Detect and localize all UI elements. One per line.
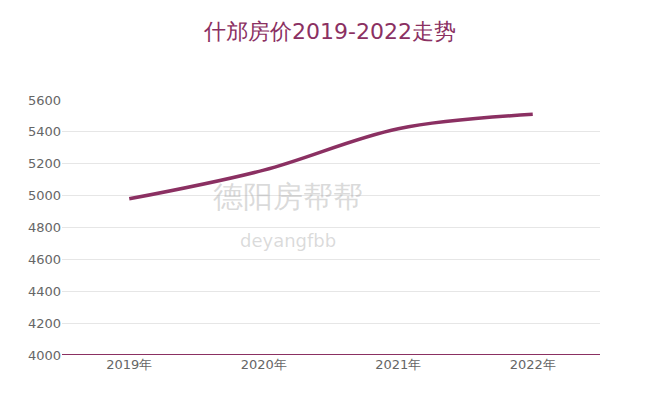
svg-text:deyangfbb: deyangfbb [240, 230, 336, 251]
svg-text:5000: 5000 [28, 188, 61, 203]
svg-text:5200: 5200 [28, 156, 61, 171]
svg-text:2022年: 2022年 [510, 357, 556, 372]
svg-text:4000: 4000 [28, 348, 61, 363]
svg-text:5400: 5400 [28, 124, 61, 139]
svg-text:2020年: 2020年 [241, 357, 287, 372]
svg-text:5600: 5600 [28, 93, 61, 108]
svg-text:4600: 4600 [28, 252, 61, 267]
svg-text:4200: 4200 [28, 316, 61, 331]
svg-text:德阳房帮帮: 德阳房帮帮 [213, 179, 363, 214]
svg-text:2021年: 2021年 [375, 357, 421, 372]
svg-text:4400: 4400 [28, 284, 61, 299]
svg-text:4800: 4800 [28, 220, 61, 235]
svg-text:2019年: 2019年 [106, 357, 152, 372]
svg-text:什邡房价2019-2022走势: 什邡房价2019-2022走势 [203, 19, 456, 44]
